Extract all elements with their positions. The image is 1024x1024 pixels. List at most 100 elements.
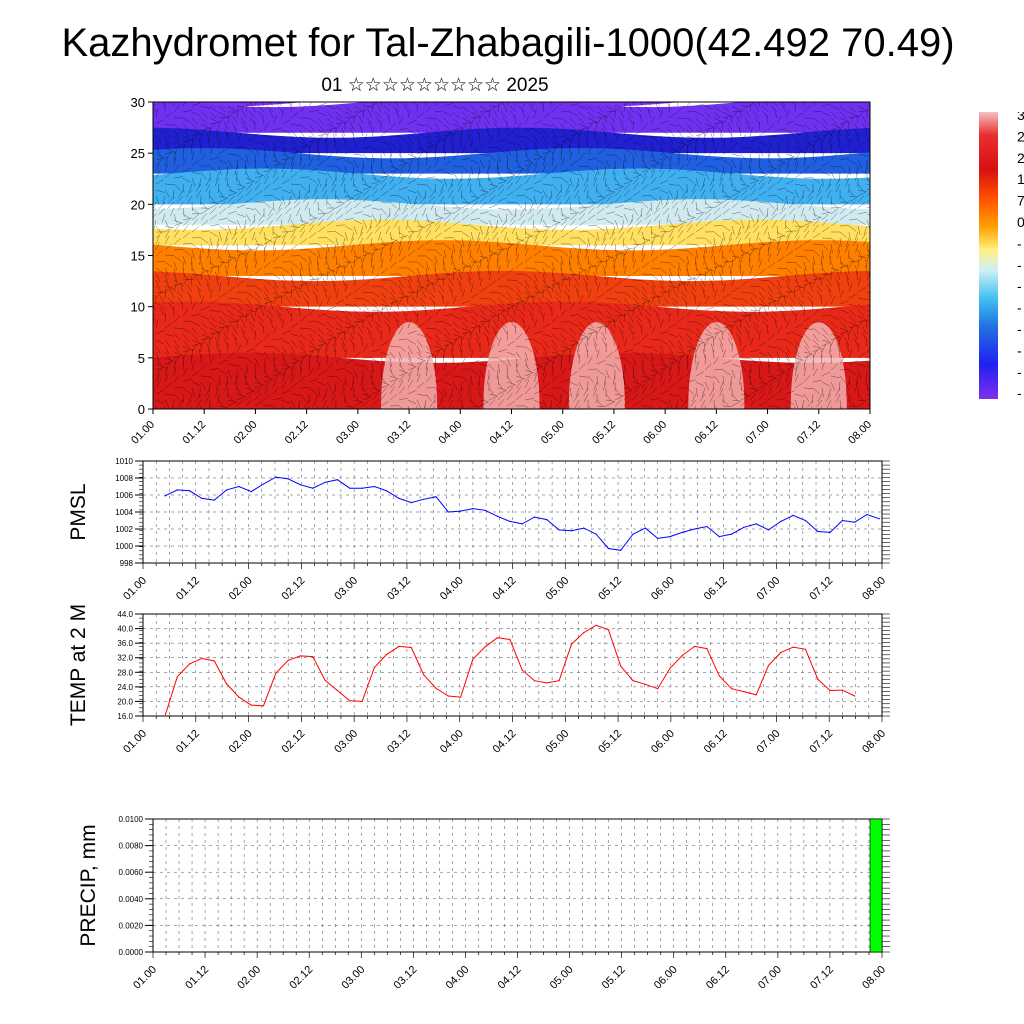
wind-arrow — [524, 147, 528, 157]
wind-arrow — [578, 237, 587, 244]
x-tick-label: 02.12 — [287, 964, 315, 992]
wind-arrow — [569, 314, 579, 317]
wind-arrow — [776, 256, 785, 263]
wind-arrow — [848, 375, 851, 386]
wind-arrow — [767, 231, 771, 241]
wind-arrow — [236, 153, 244, 161]
wind-arrow — [515, 176, 521, 185]
wind-arrow — [713, 117, 723, 122]
wind-arrow — [280, 295, 283, 305]
wind-arrow — [668, 147, 678, 152]
wind-arrow — [443, 333, 451, 341]
wind-arrow — [839, 405, 844, 409]
wind-arrow — [731, 255, 741, 259]
wind-arrow — [353, 105, 362, 112]
wind-arrow — [596, 218, 606, 221]
wind-arrow — [407, 163, 412, 173]
wind-arrow — [659, 405, 661, 409]
wind-arrow — [430, 201, 436, 211]
wind-arrow — [659, 380, 666, 389]
wind-arrow — [674, 207, 679, 217]
y-tick-label: 0 — [138, 402, 145, 417]
wind-arrow — [632, 381, 642, 385]
wind-arrow — [650, 351, 655, 361]
wind-arrow — [443, 134, 450, 143]
wind-arrow — [587, 375, 595, 383]
wind-arrow — [596, 405, 607, 408]
wind-arrow — [632, 279, 643, 281]
wind-arrow — [730, 325, 733, 335]
wind-arrow — [749, 237, 751, 248]
wind-arrow — [731, 110, 738, 119]
wind-arrow — [353, 195, 361, 203]
wind-arrow — [551, 230, 558, 239]
wind-arrow — [695, 207, 704, 214]
wind-arrow — [389, 261, 397, 269]
wind-arrow — [281, 163, 286, 173]
pmsl-point — [694, 528, 696, 530]
wind-arrow — [864, 127, 868, 137]
wind-arrow — [457, 387, 463, 397]
wind-arrow — [299, 387, 310, 389]
wind-arrow — [695, 123, 703, 131]
wind-arrow — [736, 326, 742, 335]
wind-arrow — [848, 105, 856, 113]
wind-arrow — [371, 248, 378, 257]
wind-arrow — [371, 297, 378, 306]
wind-arrow — [317, 339, 327, 344]
wind-arrow — [731, 219, 740, 225]
wind-arrow — [533, 390, 543, 395]
wind-arrow — [857, 287, 866, 293]
wind-arrow — [583, 393, 589, 403]
wind-arrow — [749, 177, 759, 181]
wind-arrow — [461, 265, 471, 269]
wind-arrow — [344, 283, 348, 293]
wind-arrow — [587, 264, 597, 269]
wind-arrow — [389, 333, 397, 341]
wind-arrow — [497, 138, 507, 143]
wind-arrow — [812, 111, 823, 113]
temp-point — [226, 683, 228, 685]
wind-arrow — [398, 141, 403, 151]
wind-arrow — [644, 105, 652, 113]
wind-arrow — [609, 122, 616, 131]
wind-arrow — [164, 399, 170, 409]
wind-arrow — [623, 102, 630, 107]
wind-arrow — [668, 351, 676, 359]
wind-arrow — [419, 201, 427, 209]
wind-arrow — [515, 122, 522, 131]
wind-arrow — [406, 295, 409, 305]
wind-arrow — [767, 285, 774, 294]
wind-arrow — [461, 214, 470, 221]
wind-arrow — [434, 217, 444, 221]
wind-arrow — [350, 265, 355, 275]
wind-arrow — [695, 218, 702, 227]
wind-arrow — [257, 315, 265, 323]
wind-arrow — [267, 219, 274, 228]
wind-arrow — [407, 169, 413, 179]
wind-arrow — [677, 261, 681, 271]
wind-arrow — [331, 278, 337, 287]
wind-arrow — [351, 271, 355, 281]
wind-arrow — [218, 195, 228, 199]
wind-arrow — [173, 224, 180, 233]
wind-arrow — [779, 309, 787, 317]
wind-arrow — [434, 157, 439, 167]
temp-point — [201, 657, 203, 660]
wind-arrow — [461, 327, 471, 332]
x-tick-label: 04.00 — [436, 419, 464, 447]
wind-arrow — [821, 249, 824, 259]
wind-arrow — [668, 367, 672, 377]
wind-arrow — [614, 177, 620, 186]
wind-arrow — [398, 296, 408, 299]
wind-arrow — [578, 354, 580, 365]
wind-arrow — [839, 165, 847, 173]
wind-arrow — [215, 171, 220, 181]
wind-arrow — [285, 296, 292, 305]
wind-arrow — [335, 368, 345, 371]
wind-arrow — [425, 393, 432, 402]
wind-arrow — [331, 183, 337, 193]
wind-arrow — [191, 123, 199, 131]
wind-arrow — [245, 310, 254, 317]
wind-arrow — [191, 151, 194, 161]
